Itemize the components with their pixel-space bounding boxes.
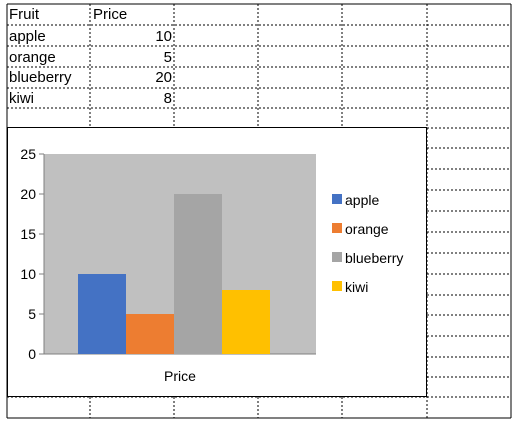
cell-price-apple[interactable]: 10: [155, 28, 172, 45]
cell-fruit-blueberry[interactable]: blueberry: [9, 69, 72, 86]
bar-kiwi: [222, 290, 270, 354]
embedded-chart[interactable]: 0 5 10 15 20 25 Price apple orange blueberry kiwi: [7, 127, 427, 397]
legend-swatch-blueberry: [332, 252, 342, 262]
x-category-label: Price: [164, 368, 196, 384]
bar-chart: 0 5 10 15 20 25 Price apple orange blueberry kiwi: [20, 146, 403, 384]
legend-label-kiwi: kiwi: [345, 279, 368, 295]
cell-fruit-kiwi[interactable]: kiwi: [9, 90, 34, 107]
legend-swatch-apple: [332, 194, 342, 204]
y-tick-label: 10: [20, 266, 36, 282]
y-tick-label: 15: [20, 226, 36, 242]
legend-label-apple: apple: [345, 192, 379, 208]
bar-orange: [126, 314, 174, 354]
y-tick-label: 25: [20, 146, 36, 162]
legend-swatch-kiwi: [332, 281, 342, 291]
y-tick-label: 0: [28, 346, 36, 362]
cell-fruit-orange[interactable]: orange: [9, 49, 56, 66]
y-tick-label: 5: [28, 306, 36, 322]
cell-header-price[interactable]: Price: [93, 6, 128, 23]
y-tick-label: 20: [20, 186, 36, 202]
cell-header-fruit[interactable]: Fruit: [9, 6, 39, 23]
legend-label-blueberry: blueberry: [345, 250, 403, 266]
bar-apple: [78, 274, 126, 354]
cell-fruit-apple[interactable]: apple: [9, 28, 46, 45]
cell-price-blueberry[interactable]: 20: [155, 69, 172, 86]
legend-label-orange: orange: [345, 221, 389, 237]
bar-blueberry: [174, 194, 222, 354]
legend-swatch-orange: [332, 223, 342, 233]
cell-price-orange[interactable]: 5: [163, 49, 172, 66]
cell-price-kiwi[interactable]: 8: [163, 90, 172, 107]
